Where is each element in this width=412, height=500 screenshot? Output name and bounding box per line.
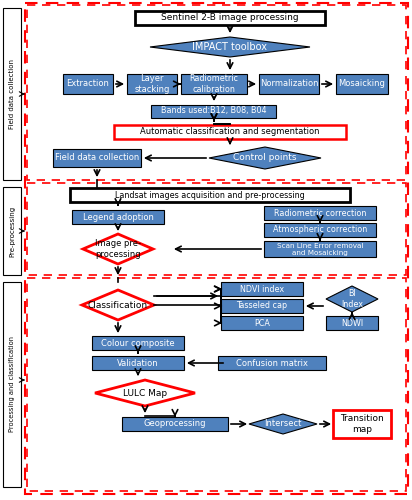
FancyBboxPatch shape [114, 125, 346, 139]
Text: Bands used:B12, B08, B04: Bands used:B12, B08, B04 [161, 106, 267, 116]
Text: NDWI: NDWI [341, 318, 363, 328]
Text: IMPACT toolbox: IMPACT toolbox [192, 42, 267, 52]
Text: Processing and classification: Processing and classification [9, 336, 15, 432]
FancyBboxPatch shape [152, 104, 276, 118]
FancyBboxPatch shape [218, 356, 326, 370]
Text: Normalization: Normalization [260, 80, 318, 88]
FancyBboxPatch shape [221, 282, 303, 296]
Polygon shape [95, 380, 195, 406]
Text: Legend adoption: Legend adoption [82, 212, 153, 222]
FancyBboxPatch shape [72, 210, 164, 224]
Text: LULC Map: LULC Map [123, 388, 167, 398]
Text: Tasseled cap: Tasseled cap [236, 302, 288, 310]
FancyBboxPatch shape [63, 74, 113, 94]
FancyBboxPatch shape [53, 149, 141, 167]
FancyBboxPatch shape [127, 74, 177, 94]
Text: Landsat images acquisition and pre-processing: Landsat images acquisition and pre-proce… [115, 190, 305, 200]
Text: Control points: Control points [233, 154, 297, 162]
Text: BI
Index: BI Index [341, 290, 363, 308]
Text: Scan Line Error removal
and Mosaicking: Scan Line Error removal and Mosaicking [277, 242, 363, 256]
Text: Atmospheric correction: Atmospheric correction [273, 226, 367, 234]
Text: Field data collection: Field data collection [55, 154, 139, 162]
Polygon shape [209, 147, 321, 169]
Text: Radiometric correction: Radiometric correction [274, 208, 366, 218]
FancyBboxPatch shape [264, 206, 376, 220]
FancyBboxPatch shape [259, 74, 319, 94]
Text: Field data collection: Field data collection [9, 59, 15, 129]
FancyBboxPatch shape [122, 417, 228, 431]
Text: Sentinel 2-B image processing: Sentinel 2-B image processing [161, 14, 299, 22]
FancyBboxPatch shape [336, 74, 388, 94]
FancyBboxPatch shape [221, 299, 303, 313]
FancyBboxPatch shape [221, 316, 303, 330]
FancyBboxPatch shape [264, 223, 376, 237]
Text: Classification: Classification [88, 300, 148, 310]
Text: Confusion matrix: Confusion matrix [236, 358, 308, 368]
Text: Intersect: Intersect [265, 420, 302, 428]
FancyBboxPatch shape [135, 11, 325, 25]
Text: Layer
stacking: Layer stacking [134, 74, 170, 94]
Text: Radiometric
calibration: Radiometric calibration [190, 74, 239, 94]
Polygon shape [249, 414, 317, 434]
FancyBboxPatch shape [3, 8, 21, 180]
FancyBboxPatch shape [3, 282, 21, 487]
FancyBboxPatch shape [264, 241, 376, 257]
Polygon shape [326, 286, 378, 312]
Text: Validation: Validation [117, 358, 159, 368]
FancyBboxPatch shape [3, 187, 21, 275]
Text: NDVI index: NDVI index [240, 284, 284, 294]
Text: Image pre-
processing: Image pre- processing [95, 240, 141, 258]
Text: Automatic classification and segmentation: Automatic classification and segmentatio… [140, 128, 320, 136]
FancyBboxPatch shape [70, 188, 350, 202]
Text: Extraction: Extraction [67, 80, 110, 88]
FancyBboxPatch shape [92, 356, 184, 370]
Text: Mosaicking: Mosaicking [339, 80, 386, 88]
FancyBboxPatch shape [92, 336, 184, 350]
Text: Geoprocessing: Geoprocessing [144, 420, 206, 428]
FancyBboxPatch shape [181, 74, 247, 94]
Text: Pre-processing: Pre-processing [9, 206, 15, 256]
Text: Colour composite: Colour composite [101, 338, 175, 347]
FancyBboxPatch shape [326, 316, 378, 330]
Polygon shape [83, 234, 153, 264]
FancyBboxPatch shape [333, 410, 391, 438]
Polygon shape [150, 37, 310, 57]
Text: Transition
map: Transition map [340, 414, 384, 434]
Polygon shape [82, 290, 154, 320]
Text: PCA: PCA [254, 318, 270, 328]
